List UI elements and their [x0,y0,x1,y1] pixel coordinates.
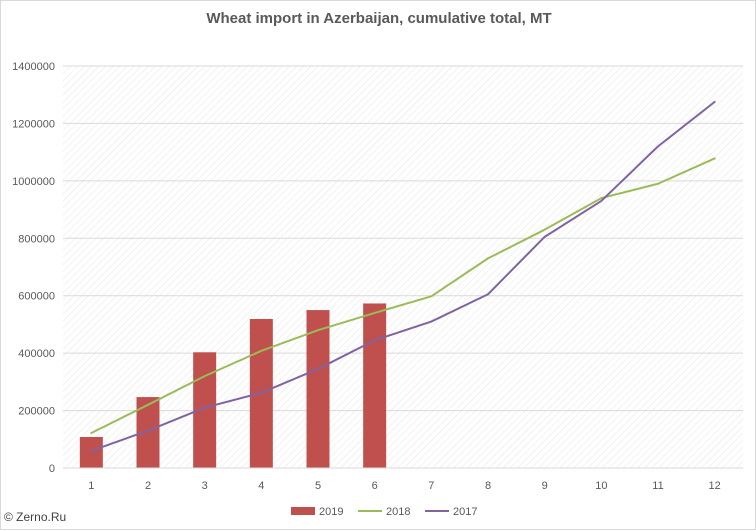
line-series-2018 [90,157,716,434]
bar-2019-2 [136,397,160,468]
copyright-text: © Zerno.Ru [4,510,67,524]
legend-label-2017: 2017 [453,506,477,518]
x-axis-ticks: 1 2 3 4 5 6 7 8 9 10 11 12 [88,480,721,492]
point-2017-6 [373,339,376,342]
point-2018-5 [317,329,319,331]
point-2017-12 [713,101,716,103]
y-tick-label-3: 600000 [18,291,55,303]
x-tick-label-3: 3 [202,480,208,492]
y-axis-ticks: 0 200000 400000 600000 800000 1000000 1200000 1… [12,61,55,475]
bar-series-layer [79,303,387,468]
point-2018-12 [713,157,716,160]
legend-label-2019: 2019 [319,506,343,518]
point-2018-8 [487,257,489,260]
x-tick-label-10: 10 [595,480,607,492]
point-2018-9 [543,228,546,231]
y-tick-label-1: 200000 [18,406,55,418]
x-tick-label-9: 9 [542,480,548,492]
bar-2019-1 [79,436,103,468]
point-2017-7 [430,320,433,323]
bar-2019-5 [306,310,330,468]
y-tick-label-4: 800000 [18,233,55,245]
x-tick-label-6: 6 [372,480,378,492]
chart-title: Wheat import in Azerbaijan, cumulative t… [206,10,551,27]
grid-layer [63,65,743,412]
point-2018-4 [260,350,263,352]
point-2017-5 [317,368,319,370]
x-tick-label-12: 12 [709,480,721,492]
line-series-layer [90,100,716,452]
point-2018-10 [600,197,603,199]
x-tick-label-2: 2 [145,480,151,492]
y-tick-label-7: 1400000 [12,61,55,73]
point-2017-10 [600,200,603,202]
point-2018-2 [147,404,149,406]
point-2018-3 [203,375,206,377]
y-tick-label-5: 1000000 [12,176,55,188]
point-2018-7 [430,295,433,298]
line-series-2017 [90,100,716,452]
plot-area [63,66,743,468]
x-tick-label-7: 7 [428,480,434,492]
point-2018-1 [90,432,93,434]
point-2017-1 [90,449,93,452]
bar-2019-3 [193,352,217,468]
point-2017-11 [657,145,659,148]
point-2017-3 [203,406,206,409]
legend-label-2018: 2018 [386,506,410,518]
legend: 2019 2018 2017 [291,506,477,518]
x-tick-label-11: 11 [652,480,663,492]
point-2017-8 [487,293,489,296]
bar-2019-6 [363,303,387,468]
x-tick-label-4: 4 [258,480,264,492]
point-2017-9 [543,236,546,238]
point-2018-6 [373,312,376,314]
point-2017-2 [147,429,149,432]
point-2017-4 [260,391,263,394]
y-tick-label-2: 400000 [18,348,55,360]
y-tick-label-0: 0 [49,463,55,475]
point-2018-11 [657,182,659,185]
x-tick-label-1: 1 [88,480,94,492]
x-tick-label-8: 8 [485,480,491,492]
legend-swatch-2019 [291,507,315,515]
y-tick-label-6: 1200000 [12,118,55,130]
x-tick-label-5: 5 [315,480,321,492]
